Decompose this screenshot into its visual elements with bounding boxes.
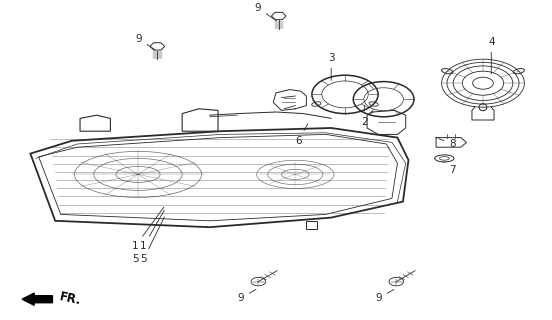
Text: 2: 2	[361, 105, 368, 127]
Text: 5: 5	[140, 217, 164, 264]
Text: 1: 1	[132, 207, 164, 252]
FancyArrow shape	[22, 293, 52, 305]
Text: 9: 9	[254, 3, 277, 21]
Text: 8: 8	[439, 139, 456, 149]
Text: 5: 5	[132, 254, 139, 264]
Text: 9: 9	[237, 289, 256, 303]
Text: 4: 4	[488, 36, 495, 74]
Text: 9: 9	[375, 289, 394, 303]
Text: 7: 7	[444, 162, 456, 175]
Text: 6: 6	[295, 124, 307, 146]
Text: 1: 1	[140, 211, 164, 252]
Text: FR.: FR.	[58, 291, 82, 308]
Text: 3: 3	[328, 52, 335, 80]
Text: 9: 9	[135, 34, 155, 50]
